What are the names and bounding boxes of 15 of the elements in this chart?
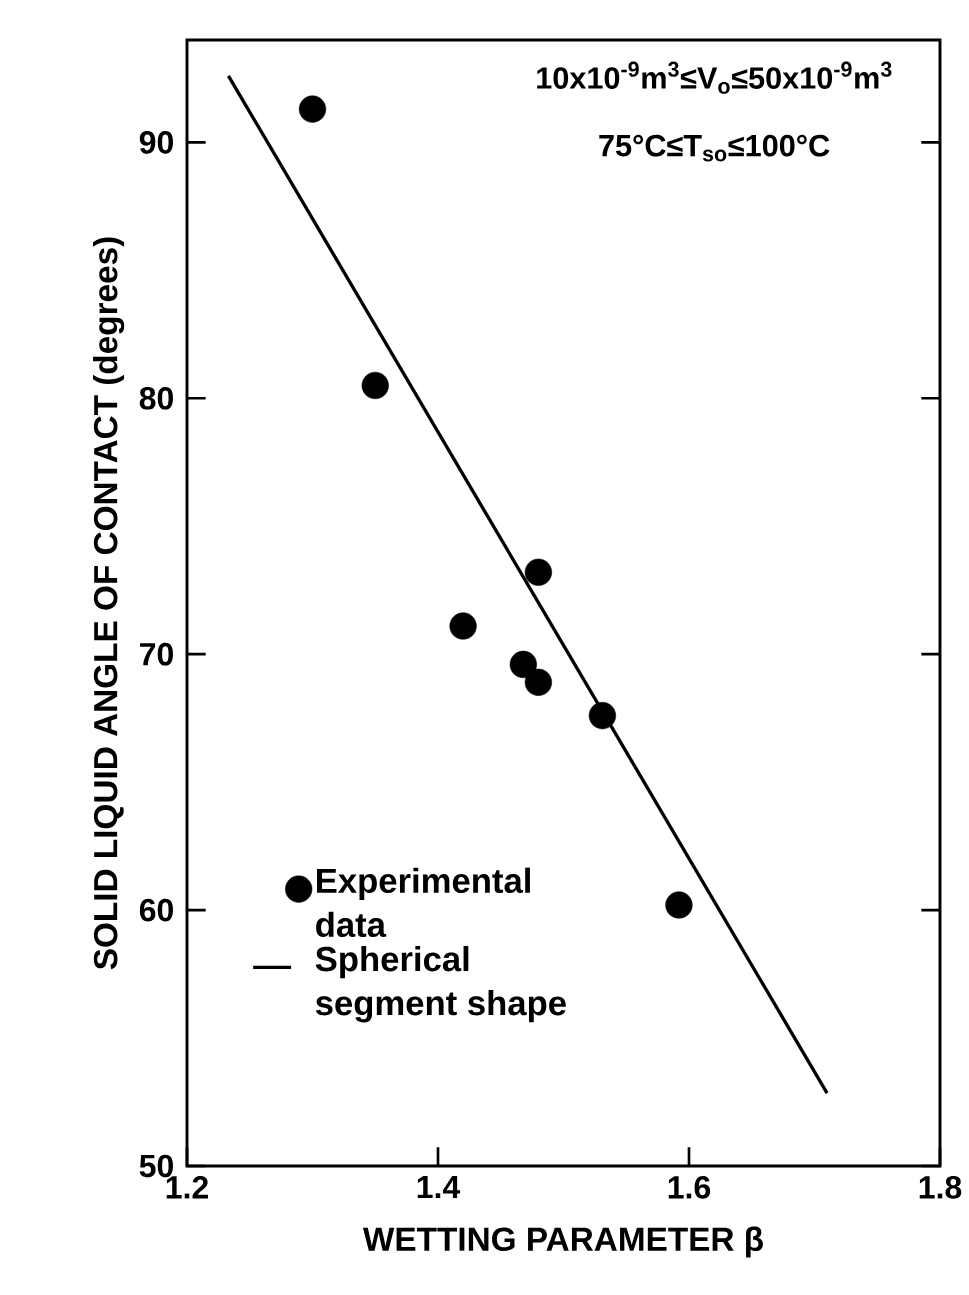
y-tick-label: 60: [139, 898, 173, 922]
y-tick-label: 50: [139, 1154, 173, 1178]
x-tick-label: 1.4: [417, 1176, 461, 1199]
legend-label: Spherical segment shape: [315, 945, 566, 1023]
x-tick-label: 1.2: [166, 1176, 208, 1199]
y-tick-label: 80: [139, 386, 173, 410]
y-tick-label: 90: [139, 131, 173, 154]
x-tick-label: 1.8: [919, 1176, 962, 1199]
legend-label: Experimental data: [316, 867, 530, 938]
text: 10x10$^{-9}$m$^{3}$≤V$_{o}$≤50x10$^{-9}$m$^{3}$: [537, 61, 892, 94]
y-tick-label: 70: [140, 642, 173, 666]
annotation: 75°C≤T$_{so}$≤100°C: [599, 134, 830, 162]
x-tick-label: 1.6: [668, 1176, 711, 1199]
x-axis-title: WETTING PARAMETER β: [362, 1226, 763, 1258]
y-axis-title: SOLID LIQUID ANGLE OF CONTACT (degrees): [92, 237, 125, 970]
